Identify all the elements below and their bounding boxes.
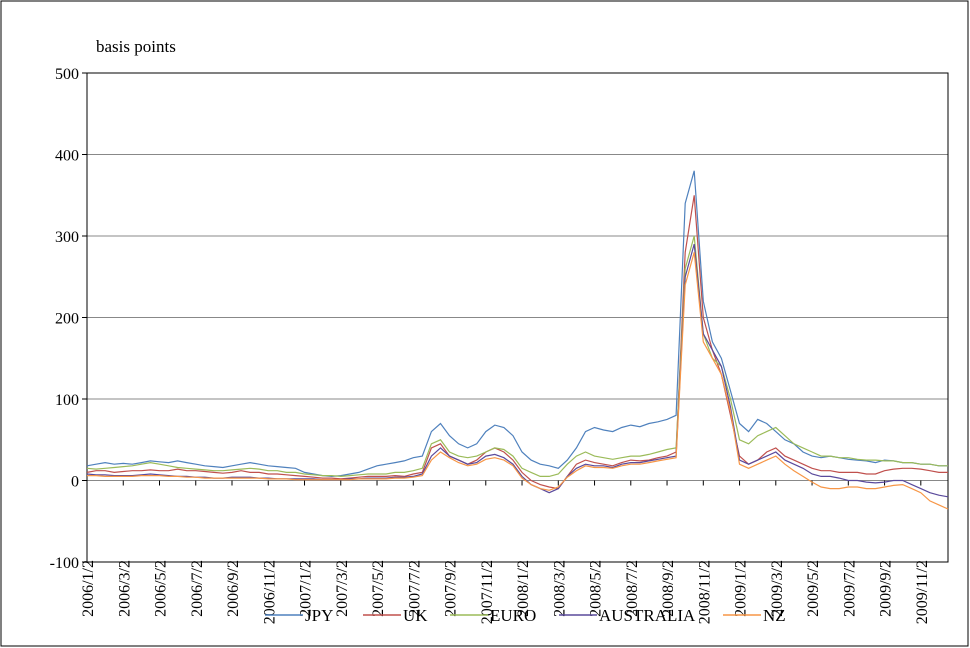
x-tick-label: 2008/7/2 [624, 560, 641, 617]
series-line [86, 243, 949, 498]
x-tick-label: 2006/1/2 [80, 560, 97, 617]
legend-label: UK [403, 606, 428, 625]
x-tick-label: 2008/11/2 [696, 560, 713, 624]
x-tick-label: 2006/9/2 [225, 560, 242, 617]
plot-area [86, 72, 949, 563]
legend-label: AUSTRALIA [599, 606, 696, 625]
y-tick-label: 200 [55, 311, 79, 328]
x-tick-label: 2009/5/2 [805, 560, 822, 617]
x-tick-label: 2008/9/2 [660, 560, 677, 617]
x-tick-label: 2007/5/2 [370, 560, 387, 617]
x-tick-label: 2009/1/2 [733, 560, 750, 617]
x-tick-label: 2007/3/2 [334, 560, 351, 617]
x-tick-label: 2009/3/2 [769, 560, 786, 617]
series-line [86, 170, 948, 478]
series-line [86, 195, 948, 490]
series-line [87, 252, 949, 510]
y-tick-label: 100 [55, 392, 79, 409]
y-tick-label: 300 [55, 229, 79, 246]
y-tick-label: 0 [71, 474, 79, 491]
x-tick-label: 2007/1/2 [298, 560, 315, 617]
legend-label: JPY [305, 606, 333, 625]
x-tick-label: 2009/7/2 [841, 560, 858, 617]
x-tick-label: 2006/3/2 [116, 560, 133, 617]
y-axis-label: basis points [96, 37, 176, 56]
x-tick-label: 2006/5/2 [153, 560, 170, 617]
x-tick-label: 2006/7/2 [189, 560, 206, 617]
legend-label: NZ [763, 606, 786, 625]
x-tick-label: 2009/9/2 [878, 560, 895, 617]
y-tick-label: 500 [55, 66, 79, 83]
legend-label: EURO [490, 606, 536, 625]
y-tick-label: 400 [55, 148, 79, 165]
x-tick-label: 2007/9/2 [443, 560, 460, 617]
x-tick-label: 2008/1/2 [515, 560, 532, 617]
x-tick-label: 2007/7/2 [406, 560, 423, 617]
x-tick-label: 2006/11/2 [261, 560, 278, 624]
x-tick-label: 2007/11/2 [479, 560, 496, 624]
y-tick-label: -100 [50, 555, 79, 572]
series-line [86, 235, 948, 478]
x-tick-label: 2008/5/2 [588, 560, 605, 617]
x-tick-label: 2009/11/2 [914, 560, 931, 624]
x-tick-label: 2008/3/2 [551, 560, 568, 617]
